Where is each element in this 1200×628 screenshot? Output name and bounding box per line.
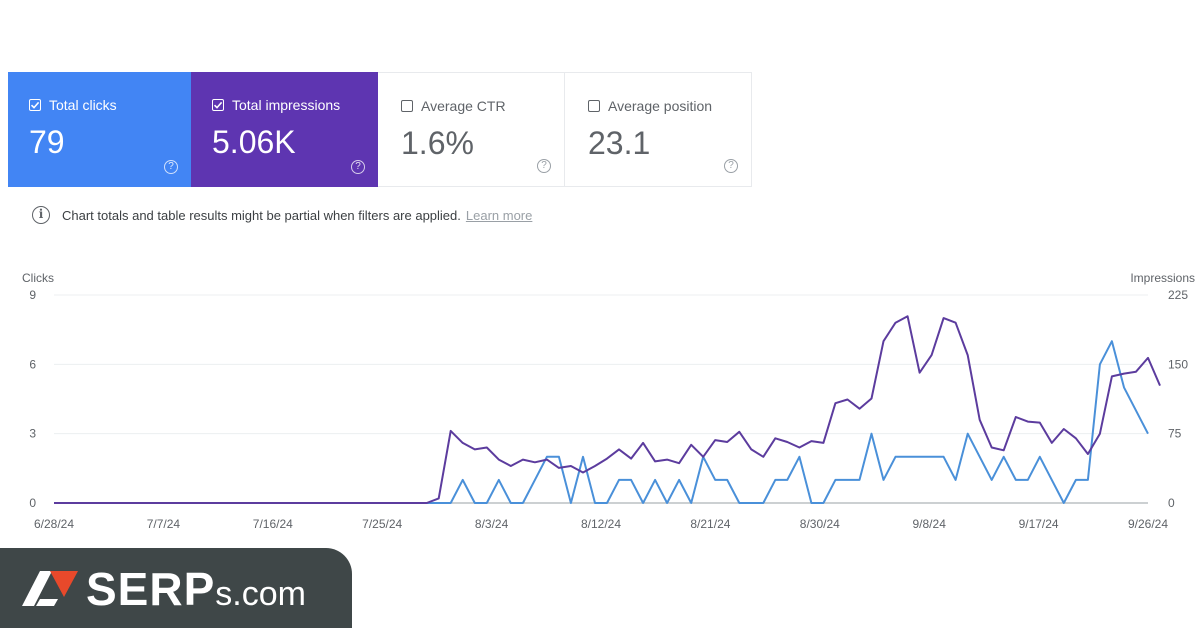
sa-logo-icon — [22, 571, 78, 606]
y-tick-label: 9 — [29, 288, 36, 302]
series-line-clicks — [54, 340, 1149, 504]
total-clicks-value: 79 — [29, 124, 65, 160]
average-ctr-value: 1.6% — [401, 125, 474, 161]
y2-tick-label: 75 — [1168, 427, 1182, 441]
average-ctr-checkbox[interactable] — [401, 100, 413, 112]
x-tick-label: 8/3/24 — [475, 517, 509, 531]
x-tick-label: 7/16/24 — [253, 517, 293, 531]
metric-cards: Total clicks 79 ? Total impressions 5.06… — [8, 72, 752, 187]
x-tick-label: 8/21/24 — [690, 517, 730, 531]
help-icon[interactable]: ? — [351, 160, 365, 174]
x-tick-label: 7/25/24 — [362, 517, 402, 531]
total-clicks-checkbox[interactable] — [29, 99, 41, 111]
brand-name-bold: SERP — [86, 563, 216, 615]
y2-tick-label: 0 — [1168, 496, 1175, 510]
y-tick-label: 3 — [29, 427, 36, 441]
average-ctr-label: Average CTR — [421, 98, 506, 114]
y2-tick-label: 225 — [1168, 288, 1188, 302]
average-ctr-card[interactable]: Average CTR 1.6% ? — [378, 72, 565, 187]
total-impressions-card[interactable]: Total impressions 5.06K ? — [191, 72, 378, 187]
x-tick-label: 9/17/24 — [1019, 517, 1059, 531]
average-position-checkbox[interactable] — [588, 100, 600, 112]
performance-chart: 9 225 6 150 3 75 0 0 Clicks Impressions 6/28/24 7/7… — [22, 271, 1195, 531]
y-tick-label: 0 — [29, 496, 36, 510]
help-icon[interactable]: ? — [724, 159, 738, 173]
y2-tick-label: 150 — [1168, 357, 1188, 371]
notice-text: Chart totals and table results might be … — [62, 207, 461, 223]
partial-results-notice: i Chart totals and table results might b… — [32, 206, 532, 224]
average-position-value: 23.1 — [588, 125, 651, 161]
x-tick-label: 8/12/24 — [581, 517, 621, 531]
serps-brand-banner: SERPs.com — [0, 548, 352, 628]
x-tick-label: 7/7/24 — [147, 517, 181, 531]
total-impressions-checkbox[interactable] — [212, 99, 224, 111]
total-impressions-value: 5.06K — [212, 124, 296, 160]
brand-wordmark: SERPs.com — [86, 562, 306, 616]
help-icon[interactable]: ? — [164, 160, 178, 174]
total-clicks-label: Total clicks — [49, 97, 117, 113]
total-impressions-label: Total impressions — [232, 97, 341, 113]
help-icon[interactable]: ? — [537, 159, 551, 173]
learn-more-link[interactable]: Learn more — [465, 207, 533, 223]
total-clicks-card[interactable]: Total clicks 79 ? — [8, 72, 191, 187]
average-position-label: Average position — [608, 98, 713, 114]
y-axis-title: Clicks — [22, 271, 54, 285]
average-position-card[interactable]: Average position 23.1 ? — [565, 72, 752, 187]
brand-name-light: s.com — [215, 575, 306, 613]
y-tick-label: 6 — [29, 357, 36, 371]
x-tick-label: 8/30/24 — [800, 517, 840, 531]
y2-axis-title: Impressions — [1130, 271, 1195, 285]
info-icon: i — [32, 206, 50, 224]
series-line-impressions — [54, 315, 1161, 504]
x-tick-label: 9/8/24 — [913, 517, 947, 531]
x-tick-label: 9/26/24 — [1128, 517, 1168, 531]
x-tick-label: 6/28/24 — [34, 517, 74, 531]
